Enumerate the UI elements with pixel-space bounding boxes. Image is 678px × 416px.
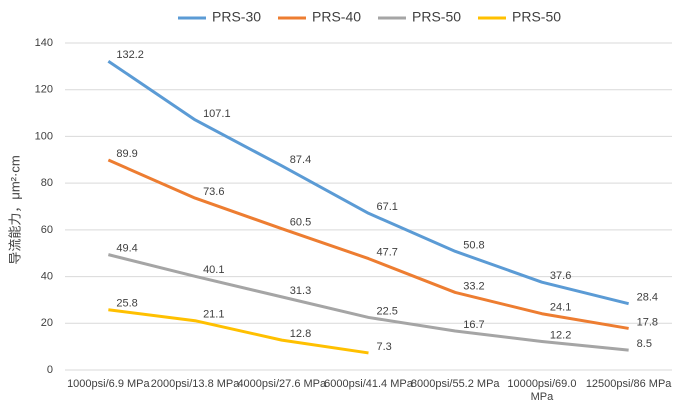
legend-label: PRS-40 xyxy=(312,9,361,25)
x-tick-label: 10000psi/69.0 MPa xyxy=(507,378,577,403)
data-label: 28.4 xyxy=(637,292,658,304)
data-label: 16.7 xyxy=(463,319,484,331)
series-line xyxy=(107,158,629,330)
data-label: 31.3 xyxy=(290,285,311,297)
x-tick-label: 2000psi/13.8 MPa xyxy=(150,378,240,390)
y-tick-label: 120 xyxy=(35,84,53,96)
data-label: 21.1 xyxy=(203,309,224,321)
data-label: 17.8 xyxy=(637,316,658,328)
series-line xyxy=(107,59,630,306)
legend-label: PRS-50 xyxy=(412,9,461,25)
y-tick-label: 80 xyxy=(41,177,53,189)
data-label: 107.1 xyxy=(203,108,231,120)
data-label: 47.7 xyxy=(377,246,398,258)
data-label: 73.6 xyxy=(203,186,224,198)
data-label: 33.2 xyxy=(463,280,484,292)
legend-label: PRS-50 xyxy=(512,9,561,25)
y-tick-label: 20 xyxy=(41,317,53,329)
y-tick-label: 60 xyxy=(41,224,53,236)
data-label: 25.8 xyxy=(116,298,137,310)
x-tick-label: 12500psi/86 MPa xyxy=(585,378,672,390)
x-tick-label: 4000psi/27.6 MPa xyxy=(237,378,327,390)
y-tick-label: 40 xyxy=(41,270,53,282)
data-label: 37.6 xyxy=(550,270,571,282)
data-label: 132.2 xyxy=(116,49,144,61)
data-label: 12.8 xyxy=(290,328,311,340)
x-tick-label: 8000psi/55.2 MPa xyxy=(410,378,500,390)
data-label: 60.5 xyxy=(290,217,311,229)
data-label: 49.4 xyxy=(116,243,137,255)
y-tick-label: 140 xyxy=(35,37,53,49)
y-tick-label: 0 xyxy=(47,364,53,376)
data-label: 67.1 xyxy=(377,201,398,213)
data-label: 8.5 xyxy=(637,338,652,350)
series-line xyxy=(108,308,369,355)
data-label: 7.3 xyxy=(377,341,392,353)
data-label: 22.5 xyxy=(377,305,398,317)
data-label: 87.4 xyxy=(290,154,311,166)
data-label: 50.8 xyxy=(463,239,484,251)
legend-label: PRS-30 xyxy=(212,9,261,25)
y-tick-label: 100 xyxy=(35,130,53,142)
x-tick-label: 1000psi/6.9 MPa xyxy=(67,378,150,390)
data-label: 40.1 xyxy=(203,264,224,276)
x-tick-label: 6000psi/41.4 MPa xyxy=(324,378,413,390)
data-label: 24.1 xyxy=(550,302,571,314)
y-axis-label: 导流能力，μm²·cm xyxy=(7,155,22,264)
data-label: 89.9 xyxy=(116,148,137,160)
series-line xyxy=(107,253,629,352)
data-label: 12.2 xyxy=(550,329,571,341)
